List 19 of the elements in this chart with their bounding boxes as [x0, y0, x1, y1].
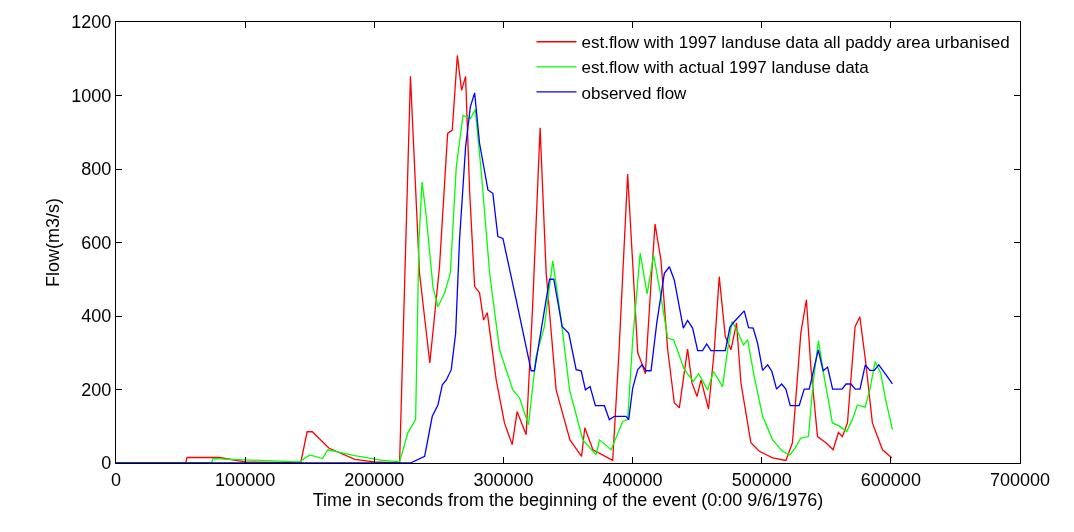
legend-label: est.flow with actual 1997 landuse data: [581, 58, 870, 78]
legend-label: est.flow with 1997 landuse data all paddy area urbanised: [581, 33, 1010, 53]
y-tick-label: 0: [101, 453, 112, 474]
y-axis-title: Flow(m3/s): [43, 198, 64, 287]
x-tick-label: 300000: [473, 469, 534, 490]
x-tick-label: 500000: [731, 469, 792, 490]
x-tick-label: 100000: [215, 469, 276, 490]
y-tick-label: 1000: [71, 85, 112, 106]
y-tick-label: 600: [81, 232, 112, 253]
x-tick-label: 200000: [344, 469, 405, 490]
x-axis-title: Time in seconds from the beginning of the event (0:00 9/6/1976): [312, 489, 824, 510]
x-tick-label: 600000: [860, 469, 921, 490]
y-tick-label: 1200: [71, 12, 112, 33]
x-tick-label: 400000: [602, 469, 663, 490]
y-tick-label: 800: [81, 159, 112, 180]
y-tick-label: 200: [81, 379, 112, 400]
x-tick-label: 700000: [989, 469, 1051, 490]
y-tick-label: 400: [81, 306, 112, 327]
legend-label: observed flow: [581, 83, 688, 103]
